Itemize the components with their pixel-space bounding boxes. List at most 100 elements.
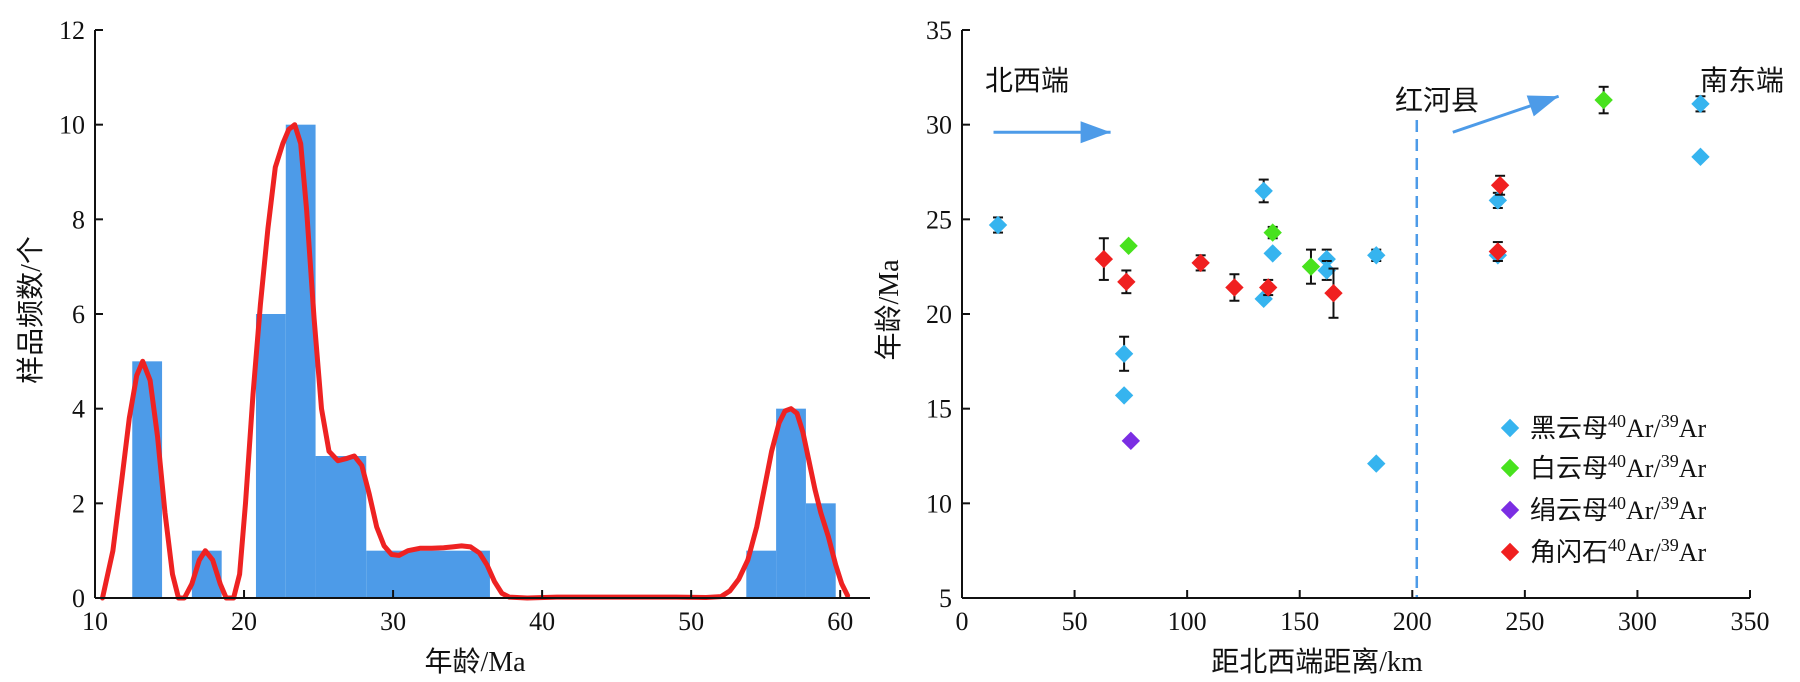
scatter-y-tick-label: 30 <box>926 111 952 140</box>
density-curve <box>100 122 851 601</box>
data-point <box>1490 176 1510 195</box>
legend-sup-40: 40 <box>1608 451 1626 471</box>
data-point <box>1191 253 1210 273</box>
scatter-chart: 0 50 100 150 200 250 300 350 5 10 15 20 25 30 35 北西端 红… <box>873 16 1784 678</box>
legend-swatch-muscovite <box>1500 458 1520 478</box>
legend-mineral-muscovite: 白云母 <box>1530 454 1608 483</box>
scatter-x-tick-label: 350 <box>1731 607 1770 636</box>
scatter-x-tick-label: 300 <box>1618 607 1657 636</box>
scatter-x-tick-label: 150 <box>1280 607 1319 636</box>
data-point <box>1367 246 1386 265</box>
histogram-y-tick-label: 12 <box>59 16 85 45</box>
histogram-y-tick-label: 10 <box>59 111 85 140</box>
legend-sup-40: 40 <box>1608 493 1626 513</box>
histogram-y-tick-label: 8 <box>72 205 85 234</box>
legend-mineral-hornblende: 角闪石 <box>1530 538 1608 567</box>
legend-label-muscovite: 白云母40Ar/39Ar <box>1530 451 1706 483</box>
legend-ar-end: Ar <box>1679 496 1707 525</box>
data-point <box>1691 94 1710 114</box>
legend-item-muscovite: 白云母40Ar/39Ar <box>1500 451 1706 483</box>
annotation-honghe-county: 红河县 <box>1395 85 1479 117</box>
data-point <box>1324 283 1343 303</box>
legend-ar-end: Ar <box>1679 414 1707 443</box>
legend-sup-40: 40 <box>1608 411 1626 431</box>
histogram-x-tick-label: 20 <box>231 607 257 636</box>
legend-ar: Ar/ <box>1626 414 1661 443</box>
legend-label-biotite: 黑云母40Ar/39Ar <box>1530 411 1706 443</box>
legend-ar: Ar/ <box>1626 454 1661 483</box>
histogram-bar <box>746 550 777 598</box>
legend-ar-end: Ar <box>1679 454 1707 483</box>
direction-arrows <box>993 94 1560 144</box>
histogram-x-tick-label: 10 <box>82 607 108 636</box>
histogram-y-tick-label: 2 <box>72 489 85 518</box>
histogram-bar <box>132 361 163 598</box>
data-point <box>1263 244 1282 263</box>
direction-arrow-head <box>1526 95 1559 117</box>
data-point <box>1317 249 1336 269</box>
data-point <box>1119 236 1138 256</box>
scatter-y-tick-label: 20 <box>926 300 952 329</box>
histogram-y-tick-label: 4 <box>72 395 85 424</box>
scatter-y-tick-label: 35 <box>926 16 952 45</box>
histogram-axes: 10 20 30 40 50 60 0 2 4 6 8 10 12 <box>59 16 870 636</box>
histogram-bar <box>366 550 490 598</box>
data-point <box>1259 278 1278 297</box>
legend-item-sericite: 绢云母40Ar/39Ar <box>1500 493 1706 525</box>
direction-arrow-head <box>1080 121 1111 144</box>
legend-sup-40: 40 <box>1608 535 1626 555</box>
data-point <box>1691 147 1710 167</box>
legend-swatch-sericite <box>1500 500 1520 520</box>
scatter-x-tick-label: 200 <box>1393 607 1432 636</box>
legend-swatch-hornblende <box>1500 542 1520 562</box>
legend: 黑云母40Ar/39Ar 白云母40Ar/39Ar 绢云母40Ar/39Ar 角… <box>1500 411 1706 567</box>
histogram-x-tick-label: 40 <box>529 607 555 636</box>
legend-swatch-biotite <box>1500 418 1520 438</box>
legend-sup-39: 39 <box>1661 535 1679 555</box>
annotation-northwest-end: 北西端 <box>985 65 1069 97</box>
histogram-x-tick-label: 30 <box>380 607 406 636</box>
data-point <box>1488 191 1508 210</box>
legend-ar-end: Ar <box>1679 538 1707 567</box>
legend-sup-39: 39 <box>1661 493 1679 513</box>
scatter-x-axis-label: 距北西端距离/km <box>1211 646 1423 678</box>
data-point <box>1117 272 1136 292</box>
data-point <box>1225 278 1244 297</box>
data-point <box>1254 181 1273 201</box>
scatter-axes: 0 50 100 150 200 250 300 350 5 10 15 20 25 30 35 <box>926 16 1770 636</box>
legend-label-hornblende: 角闪石40Ar/39Ar <box>1530 535 1706 567</box>
legend-item-hornblende: 角闪石40Ar/39Ar <box>1500 535 1706 567</box>
scatter-x-tick-label: 100 <box>1168 607 1207 636</box>
legend-item-biotite: 黑云母40Ar/39Ar <box>1500 411 1706 443</box>
histogram-y-tick-label: 0 <box>72 584 85 613</box>
scatter-x-tick-label: 50 <box>1062 607 1088 636</box>
histogram-x-tick-label: 50 <box>678 607 704 636</box>
data-point <box>1121 431 1141 451</box>
scatter-y-tick-label: 10 <box>926 489 952 518</box>
histogram-bars <box>132 124 836 599</box>
data-point <box>1114 386 1134 405</box>
data-point <box>1594 90 1613 110</box>
legend-mineral-biotite: 黑云母 <box>1530 414 1608 443</box>
histogram-x-tick-label: 60 <box>827 607 853 636</box>
scatter-x-tick-label: 0 <box>956 607 969 636</box>
scatter-x-tick-label: 250 <box>1505 607 1544 636</box>
legend-ar: Ar/ <box>1626 538 1661 567</box>
histogram-y-axis-label: 样品频数/个 <box>15 236 47 384</box>
legend-sup-39: 39 <box>1661 451 1679 471</box>
scatter-y-tick-label: 5 <box>939 584 952 613</box>
histogram-y-tick-label: 6 <box>72 300 85 329</box>
data-point <box>1317 261 1336 280</box>
legend-label-sericite: 绢云母40Ar/39Ar <box>1530 493 1706 525</box>
histogram-bar <box>776 408 806 598</box>
data-point <box>1114 344 1134 363</box>
histogram-chart: 10 20 30 40 50 60 0 2 4 6 8 10 12 年龄/Ma 样品频数/个 <box>15 16 870 678</box>
histogram-bar <box>285 124 316 599</box>
scatter-points <box>988 85 1710 473</box>
data-point <box>1367 454 1386 473</box>
annotation-southeast-end: 南东端 <box>1700 65 1784 97</box>
scatter-y-tick-label: 25 <box>926 205 952 234</box>
legend-sup-39: 39 <box>1661 411 1679 431</box>
data-point <box>1094 249 1114 269</box>
scatter-y-tick-label: 15 <box>926 395 952 424</box>
